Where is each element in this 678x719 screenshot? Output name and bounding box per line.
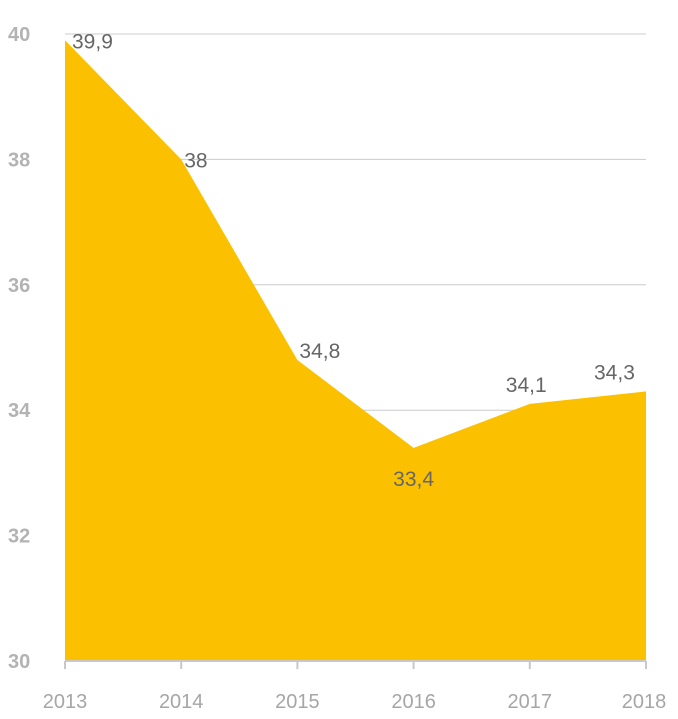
area-series: [65, 40, 646, 661]
y-tick-label: 32: [8, 526, 30, 548]
x-tick-label: 2015: [275, 691, 320, 713]
x-tick-label: 2014: [159, 691, 204, 713]
data-labels: 39,9 38 34,8 33,4 34,1 34,3: [72, 30, 635, 491]
x-tick-label: 2018: [622, 691, 667, 713]
data-label: 34,3: [594, 361, 635, 384]
y-tick-label: 40: [8, 24, 30, 46]
y-tick-label: 34: [8, 400, 31, 422]
x-tick-label: 2016: [391, 691, 436, 713]
y-axis-tick-labels: 30 32 34 36 38 40: [8, 24, 31, 673]
y-tick-label: 36: [8, 275, 30, 297]
data-label: 39,9: [72, 30, 113, 53]
series-area: [65, 40, 646, 661]
data-label: 33,4: [393, 468, 434, 491]
x-tick-label: 2017: [508, 691, 553, 713]
data-label: 38: [184, 149, 207, 172]
x-axis-tick-labels: 2013 2014 2015 2016 2017 2018: [43, 691, 667, 713]
y-tick-label: 38: [8, 149, 30, 171]
x-tick-label: 2013: [43, 691, 88, 713]
data-label: 34,8: [299, 340, 340, 363]
y-tick-label: 30: [8, 651, 30, 673]
data-label: 34,1: [506, 374, 547, 397]
x-axis: [64, 660, 647, 669]
